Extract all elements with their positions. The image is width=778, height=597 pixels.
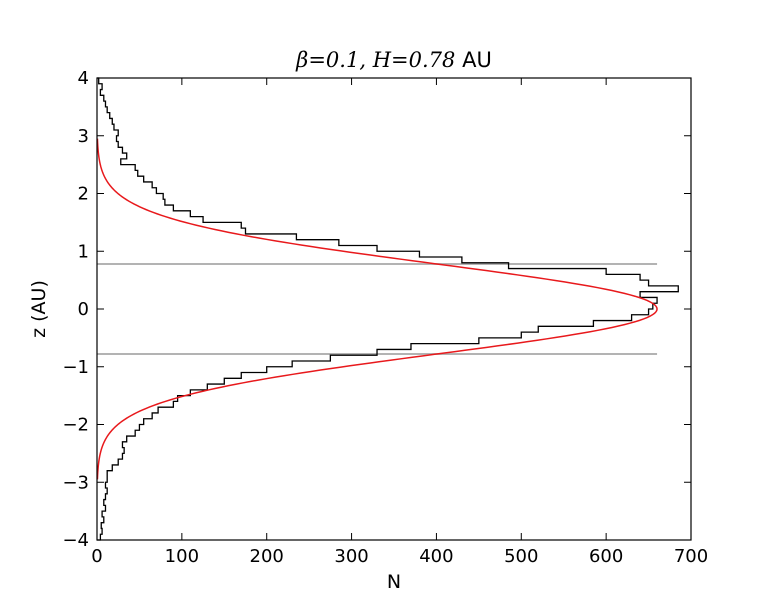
title-beta-value: 0.1: [326, 48, 359, 72]
x-tick-label: 200: [250, 546, 284, 567]
fit-curve: [96, 138, 658, 480]
plot-marks: [96, 77, 679, 541]
y-tick-label: 3: [78, 126, 89, 147]
x-tick-label: 600: [589, 546, 623, 567]
x-tick-label: 0: [91, 546, 102, 567]
x-tick-label: 300: [334, 546, 368, 567]
y-axis-label: z (AU): [28, 280, 50, 338]
x-axis-label: N: [387, 571, 401, 593]
y-tick-label: −1: [62, 357, 89, 378]
axis-ticks: 0 100 200 300 400 500 600 700 4 3 2 1 0 −1 −2 −3 −4: [62, 68, 708, 567]
title-h-value: 0.78: [409, 48, 456, 72]
histogram-steps: [97, 77, 679, 541]
title-unit: AU: [462, 48, 492, 72]
y-tick-label: −3: [62, 472, 89, 493]
y-tick-label: −2: [62, 415, 89, 436]
chart-title: β=0.1, H=0.78 AU: [295, 48, 492, 72]
x-tick-label: 700: [674, 546, 708, 567]
x-tick-label: 500: [504, 546, 538, 567]
title-h-symbol: H: [372, 48, 392, 72]
plot-frame: [96, 77, 692, 541]
x-tick-label: 100: [165, 546, 199, 567]
title-beta-symbol: β: [295, 48, 308, 72]
x-tick-label: 400: [419, 546, 453, 567]
y-tick-label: 1: [78, 241, 89, 262]
y-tick-label: 2: [78, 184, 89, 205]
y-tick-label: −4: [62, 530, 89, 551]
y-tick-label: 0: [78, 299, 89, 320]
y-tick-label: 4: [78, 68, 89, 89]
